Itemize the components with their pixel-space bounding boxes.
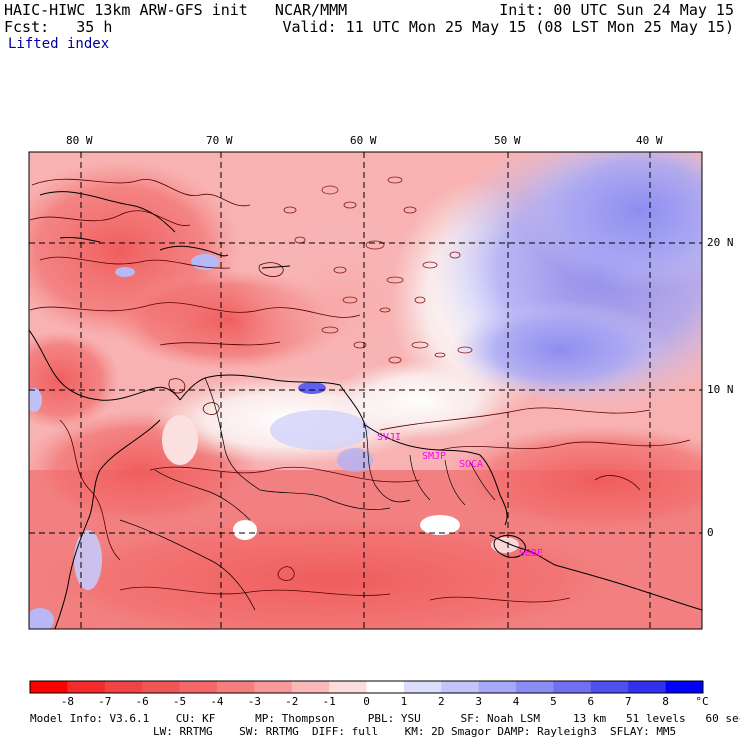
latitude-label: 10 N (707, 383, 734, 396)
field-name: Lifted index (8, 36, 110, 52)
colorbar-tick-label: -3 (247, 695, 261, 708)
colorbar-swatch (291, 681, 330, 693)
colorbar-swatch (67, 681, 106, 693)
colorbar-swatch (104, 681, 143, 693)
colorbar-tick-label: 8 (662, 695, 669, 708)
longitude-label: 40 W (636, 134, 663, 147)
colorbar-tick-label: 4 (512, 695, 520, 708)
model-info-line2: LW: RRTMG SW: RRTMG DIFF: full KM: 2D Sm… (153, 725, 677, 738)
model-info-line1: Model Info: V3.6.1 CU: KF MP: Thompson P… (30, 712, 740, 725)
colorbar-tick-label: -5 (172, 695, 187, 708)
latitude-label: 20 N (707, 236, 734, 249)
colorbar-tick-label: 3 (475, 695, 482, 708)
map-frame (28, 151, 703, 630)
convective-contour-cells (283, 176, 473, 364)
header-init-time: Init: 00 UTC Sun 24 May 15 (499, 1, 734, 19)
colorbar-tick-label: 7 (624, 695, 632, 708)
colorbar-swatch (254, 681, 293, 693)
colorbar-tick-label: -6 (135, 695, 149, 708)
colorbar-tick-label: -8 (60, 695, 74, 708)
colorbar-tick-label: 6 (587, 695, 595, 708)
header-forecast-hour: Fcst: 35 h (4, 18, 113, 36)
colorbar-tick-label: -1 (322, 695, 336, 708)
colorbar-swatch (553, 681, 592, 693)
colorbar-swatch (142, 681, 181, 693)
station-label: SVJI (377, 432, 401, 443)
colorbar-tick-label: -4 (210, 695, 224, 708)
header-run-title: HAIC-HIWC 13km ARW-GFS init NCAR/MMM (4, 1, 348, 19)
station-label: SOCA (459, 459, 483, 470)
colorbar-tick-label: 0 (363, 695, 370, 708)
longitude-label: 50 W (494, 134, 521, 147)
longitude-label: 80 W (66, 134, 93, 147)
colorbar-tick-label: -2 (285, 695, 299, 708)
colorbar-tick-label: 2 (437, 695, 445, 708)
lat-lon-grid (29, 152, 702, 629)
colorbar-swatch (590, 681, 629, 693)
station-markers: SVJI SMJP SOCA SBBE (377, 432, 543, 559)
colorbar-swatch (366, 681, 405, 693)
colorbar-swatch (478, 681, 517, 693)
latitude-label: 0 (707, 526, 714, 539)
colorbar-tick-label: 1 (400, 695, 408, 708)
colorbar-tick-label: 5 (550, 695, 557, 708)
colorbar-swatch (403, 681, 442, 693)
colorbar-tick-label: -7 (98, 695, 112, 708)
header-valid-time: Valid: 11 UTC Mon 25 May 15 (08 LST Mon … (282, 18, 734, 36)
station-label: SBBE (519, 548, 543, 559)
colorbar-swatch (216, 681, 255, 693)
colorbar-swatch (329, 681, 367, 693)
colorbar-swatch (665, 681, 704, 693)
colorbar-swatch (628, 681, 667, 693)
longitude-label: 70 W (206, 134, 233, 147)
coastlines (29, 191, 702, 629)
colorbar-swatch (179, 681, 218, 693)
lifted-index-colorbar (29, 680, 704, 694)
lifted-index-contours (29, 178, 691, 603)
colorbar-frame (29, 680, 704, 694)
station-label: SMJP (422, 451, 446, 462)
colorbar-swatch (516, 681, 554, 693)
colorbar-swatch (441, 681, 480, 693)
country-borders (119, 377, 496, 611)
longitude-label: 60 W (350, 134, 377, 147)
colorbar-unit: °C (695, 695, 709, 708)
lifted-index-map: SVJI SMJP SOCA SBBE (28, 151, 703, 630)
colorbar-swatch (30, 681, 68, 693)
